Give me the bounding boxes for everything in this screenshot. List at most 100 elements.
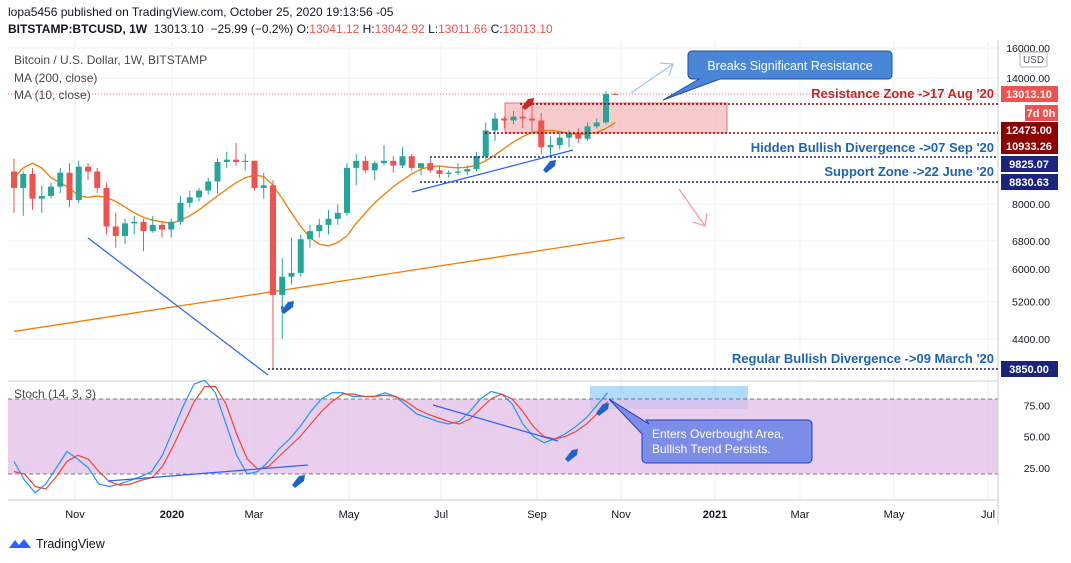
candle-body [547,145,554,148]
hidden-divergence-label: Hidden Bullish Divergence ->07 Sep '20 [751,140,994,155]
candles [11,91,619,370]
time-tick-label: Nov [611,509,631,521]
price-tick-label: 5200.00 [1012,296,1050,308]
price-tick-label: 6800.00 [1012,236,1050,248]
candle-body [270,185,276,295]
price-axis: 16000.0014000.008000.006800.006000.00520… [1006,43,1050,346]
time-tick-label: Jul [981,509,995,521]
candle-body [418,163,424,168]
stoch-legend: Stoch (14, 3, 3) [14,387,97,401]
price-tick-label: 4400.00 [1012,334,1050,346]
candle-body [408,156,415,168]
down-arrow-icon [678,188,708,227]
time-tick-label: Nov [65,509,85,521]
candle-body [362,160,369,171]
candle-body [131,221,138,224]
candle-body [556,137,563,146]
stoch-tick-label: 50.00 [1024,432,1050,444]
ma10-line [13,121,616,247]
candle-body [371,163,378,171]
candle-body [20,173,27,188]
trendline-up [411,149,574,193]
breaks-callout: Breaks Significant Resistance [662,50,893,101]
stoch-d-line [13,385,609,490]
rocket-icon [565,449,578,462]
candle-body [566,133,572,138]
price-tick-label: 14000.00 [1006,73,1050,85]
rocket-icon [596,403,609,416]
price-change: −25.99 (−0.2%) [210,22,294,36]
svg-text:10933.26: 10933.26 [1006,141,1052,153]
price-tick-label: 8000.00 [1012,199,1050,211]
candle-body [196,190,202,198]
time-tick-label: 2020 [160,509,184,521]
price-tag-s3: 3850.00 [1001,361,1058,377]
candle-body [473,156,480,170]
candle-body [529,118,535,121]
candle-body [445,172,452,174]
candle-body [593,122,600,127]
symbol: BITSTAMP:BTCUSD, 1W [8,22,148,36]
tradingview-logo[interactable]: TradingView [8,537,105,551]
candle-body [575,133,582,139]
candle-body [29,173,36,199]
candle-body [223,159,230,162]
svg-text:Breaks Significant Resistance: Breaks Significant Resistance [707,59,872,73]
last-price: 13013.10 [153,22,204,36]
rocket-icon [522,98,534,110]
candle-body [112,226,119,236]
candle-body [11,171,17,188]
open-value: 13041.12 [309,22,360,36]
candle-body [436,170,443,174]
stoch-trendline-2 [432,404,559,442]
candle-body [381,160,387,164]
candle-body [214,161,221,182]
time-tick-label: Jul [434,509,448,521]
candle-body [464,169,471,172]
close-value: 13013.10 [502,22,553,36]
candle-body [85,166,91,172]
candle-body [307,231,313,240]
candle-body [603,93,609,123]
time-tick-label: Mar [791,509,810,521]
price-tag-r1: 12473.00 [1001,122,1058,138]
candle-body [510,116,517,121]
candle-body [75,166,82,201]
candle-body [140,221,147,232]
candle-body [279,276,286,295]
ohlc-line: BITSTAMP:BTCUSD, 1W 13013.10 −25.99 (−0.… [8,22,553,36]
candle-body [242,160,249,162]
price-tick-label: 6000.00 [1012,264,1050,276]
price-tag-s1: 9825.07 [1001,156,1058,172]
price-chart[interactable]: Breaks Significant Resistance Enters Ove… [0,0,1071,530]
stoch-band [8,399,998,474]
trendline-down [87,237,269,376]
stoch-k-line [13,379,609,494]
candle-body [482,130,489,157]
overbought-callout: Enters Overbought Area, Bullish Trend Pe… [608,398,813,464]
candle-body [251,160,258,188]
ma200-line [13,236,625,333]
candle-body [103,187,110,227]
candle-body [427,163,434,171]
price-tag-r2: 10933.26 [1001,138,1058,154]
candle-body [390,160,397,166]
candle-body [353,160,360,168]
svg-text:USD: USD [1023,55,1044,66]
candle-body [538,120,545,148]
svg-text:9825.07: 9825.07 [1009,159,1049,171]
svg-text:3850.00: 3850.00 [1009,364,1049,376]
countdown-tag: 7d 0h [1025,105,1058,121]
support-zone-label: Support Zone ->22 June '20 [824,164,994,179]
stoch-tick-label: 75.00 [1024,400,1050,412]
candle-body [38,195,45,199]
rocket-icon [543,160,556,173]
candle-body [177,202,184,222]
candle-body [501,118,508,121]
rocket-icon [281,301,294,314]
stoch-tick-label: 25.00 [1024,463,1050,475]
price-tag-s2: 8830.63 [1001,174,1058,190]
stoch-lines [13,379,609,494]
candle-body [48,186,54,196]
high-value: 13042.92 [374,22,425,36]
